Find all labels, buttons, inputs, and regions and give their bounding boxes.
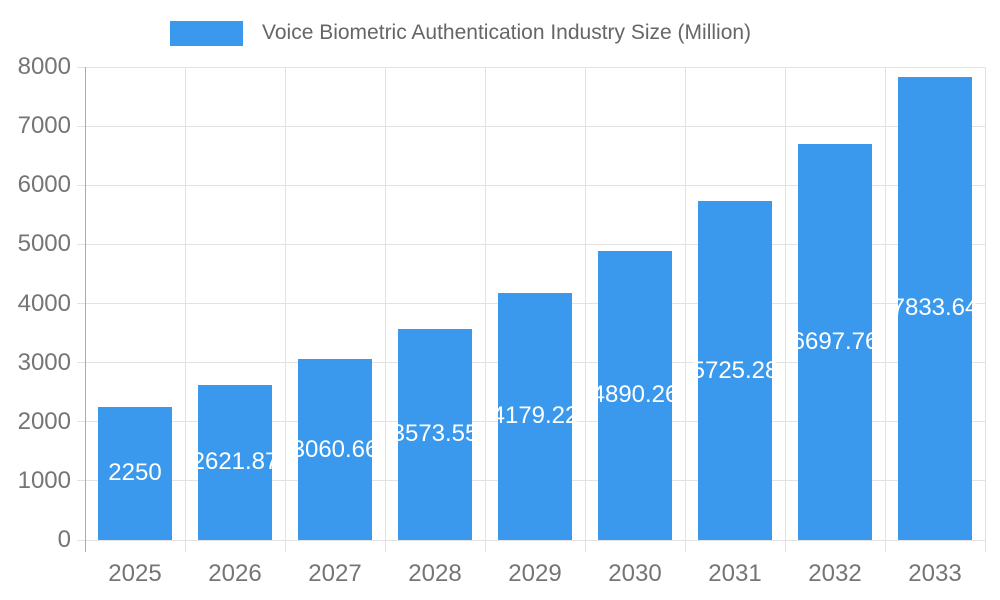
x-axis-tick-label-2026: 2026 [208,560,262,587]
x-axis-tick-label-2033: 2033 [908,560,962,587]
y-gridline [77,184,985,186]
x-axis-tick-label-2025: 2025 [108,560,162,587]
bar-2031[interactable] [698,201,772,540]
x-gridline [384,67,386,552]
y-gridline [77,125,985,127]
y-axis-tick-label: 8000 [17,53,71,80]
bar-2029[interactable] [498,292,572,540]
y-axis-tick-label: 4000 [17,289,71,317]
y-axis-tick-label: 1000 [17,466,71,494]
legend-swatch [170,20,243,46]
bar-2027[interactable] [298,359,372,540]
y-gridline [77,66,985,68]
bar-2025[interactable] [98,406,172,540]
x-gridline [684,67,686,552]
y-axis-tick-label: 0 [57,526,71,553]
x-gridline [884,67,886,552]
x-gridline [484,67,486,552]
bar-2033[interactable] [898,76,972,540]
x-gridline [584,67,586,552]
x-axis-tick-label-2028: 2028 [408,560,462,587]
x-gridline [784,67,786,552]
bar-2032[interactable] [798,143,872,540]
y-gridline [77,539,985,541]
bar-2030[interactable] [598,250,672,540]
x-axis-tick-label-2029: 2029 [508,560,562,587]
y-axis-tick-label: 7000 [17,112,71,140]
x-axis-tick-label-2027: 2027 [308,560,362,587]
y-gridline [77,243,985,245]
bar-2028[interactable] [398,328,472,540]
x-gridline [984,67,986,552]
y-axis-tick-label: 6000 [17,171,71,199]
x-axis-tick-label-2030: 2030 [608,560,662,587]
y-axis-tick-label: 2000 [17,407,71,435]
legend-item[interactable]: Voice Biometric Authentication Industry … [170,20,751,46]
y-axis-line [84,67,86,552]
x-gridline [184,67,186,552]
y-axis-tick-label: 5000 [17,230,71,258]
legend-label: Voice Biometric Authentication Industry … [262,21,752,44]
x-axis-tick-label-2031: 2031 [708,560,762,587]
x-axis-tick-label-2032: 2032 [808,560,862,587]
bar-2026[interactable] [198,384,272,540]
y-axis-tick-label: 3000 [17,348,71,376]
x-gridline [284,67,286,552]
